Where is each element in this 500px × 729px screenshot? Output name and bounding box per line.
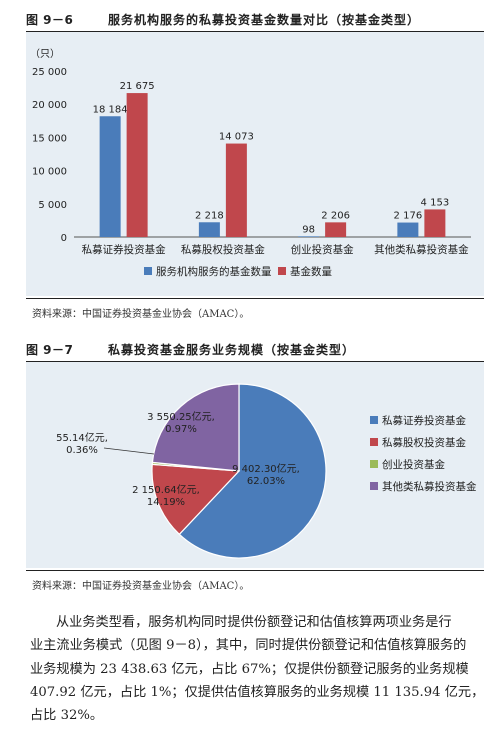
pie-slice (151, 463, 241, 536)
legend-label: 私募股权投资基金 (382, 436, 466, 449)
legend-swatch (370, 482, 378, 490)
slice-label: 3 550.25亿元, (147, 410, 215, 423)
figure-9-6-header: 图 9－6 服务机构服务的私募投资基金数量对比（按基金类型） (26, 6, 484, 32)
figure-title: 私募投资基金服务业务规模（按基金类型） (108, 343, 356, 357)
bar-value-label: 2 176 (394, 211, 423, 222)
bar (99, 116, 121, 237)
legend-swatch (370, 438, 378, 446)
paragraph-line: 业务规模为 23 438.63 亿元，占比 67%；仅提供份额登记服务的业务规模 (30, 661, 469, 677)
leader-line (103, 447, 155, 455)
slice-label: 14.19% (147, 497, 185, 508)
figure-title: 服务机构服务的私募投资基金数量对比（按基金类型） (108, 13, 421, 27)
y-unit-label: （只） (30, 48, 60, 60)
y-tick-label: 20 000 (32, 100, 67, 111)
slice-label: 62.03% (247, 476, 285, 487)
x-tick-label: 私募股权投资基金 (181, 243, 265, 256)
bar-value-label: 4 153 (421, 197, 450, 208)
bar (424, 209, 446, 237)
legend-swatch (278, 267, 286, 275)
bar (325, 222, 347, 237)
figure-number: 图 9－7 (26, 343, 74, 357)
slice-label: 0.36% (66, 445, 98, 456)
y-tick-label: 0 (61, 233, 67, 244)
legend-swatch (370, 460, 378, 468)
bar-value-label: 18 184 (93, 104, 128, 115)
bar (225, 143, 247, 237)
y-tick-label: 5 000 (38, 200, 67, 211)
legend-label: 创业投资基金 (382, 458, 445, 471)
x-tick-label: 其他类私募投资基金 (374, 243, 469, 256)
pie-slice (151, 383, 240, 472)
bar (126, 93, 148, 237)
slice-label: 55.14亿元, (56, 431, 108, 444)
figure-number: 图 9－6 (26, 13, 74, 27)
paragraph-line: 占比 32%。 (30, 708, 104, 724)
pie-chart-panel: 9 402.30亿元, 62.03% 2 150.64亿元, 14.19% 55.14亿… (26, 362, 484, 568)
bar-chart: （只） 0 5 000 10 000 15 000 20 000 25 000 18 184 2… (30, 48, 471, 278)
bar-value-label: 2 218 (195, 210, 224, 221)
y-tick-label: 25 000 (32, 67, 67, 78)
slice-label: 2 150.64亿元, (132, 483, 200, 496)
bar-value-label: 21 675 (120, 81, 155, 92)
legend-swatch (144, 267, 152, 275)
bar-value-label: 2 206 (321, 210, 350, 221)
bar (397, 222, 419, 237)
paragraph-line: 407.92 亿元，占比 1%；仅提供估值核算服务的业务规模 11 135.94… (30, 684, 485, 700)
y-tick-label: 10 000 (32, 167, 67, 178)
bar-value-label: 98 (302, 224, 315, 235)
figure-9-7-source: 资料来源：中国证券投资基金业协会（AMAC）。 (32, 581, 250, 592)
x-tick-label: 私募证券投资基金 (82, 243, 166, 256)
bar (198, 222, 220, 237)
paragraph-line: 从业务类型看，服务机构同时提供份额登记和估值核算两项业务是行 (56, 615, 452, 630)
legend-label: 私募证券投资基金 (382, 414, 466, 427)
divider (26, 298, 484, 299)
legend-swatch (370, 416, 378, 424)
figure-9-7-header: 图 9－7 私募投资基金服务业务规模（按基金类型） (26, 336, 484, 362)
bar-chart-panel: （只） 0 5 000 10 000 15 000 20 000 25 000 18 184 2… (26, 32, 484, 296)
x-tick-label: 创业投资基金 (291, 243, 354, 256)
figure-9-6-source: 资料来源：中国证券投资基金业协会（AMAC）。 (32, 309, 250, 320)
slice-label: 0.97% (165, 424, 197, 435)
bar-value-label: 14 073 (219, 132, 254, 143)
paragraph-line: 业主流业务模式（见图 9－8），其中，同时提供份额登记和估值核算服务的 (30, 638, 467, 654)
pie-slice (178, 383, 327, 559)
slice-label: 9 402.30亿元, (232, 462, 300, 475)
divider (26, 570, 484, 571)
legend-label: 基金数量 (290, 265, 332, 278)
y-tick-label: 15 000 (32, 133, 67, 144)
pie-chart: 9 402.30亿元,62.03% 2 150.64亿元,14.19% 55.14亿… (56, 383, 477, 559)
legend-label: 服务机构服务的基金数量 (156, 265, 272, 278)
legend-label: 其他类私募投资基金 (382, 480, 477, 493)
body-paragraph: 从业务类型看，服务机构同时提供份额登记和估值核算两项业务是行 业主流业务模式（见… (30, 611, 486, 727)
bar (298, 236, 320, 237)
